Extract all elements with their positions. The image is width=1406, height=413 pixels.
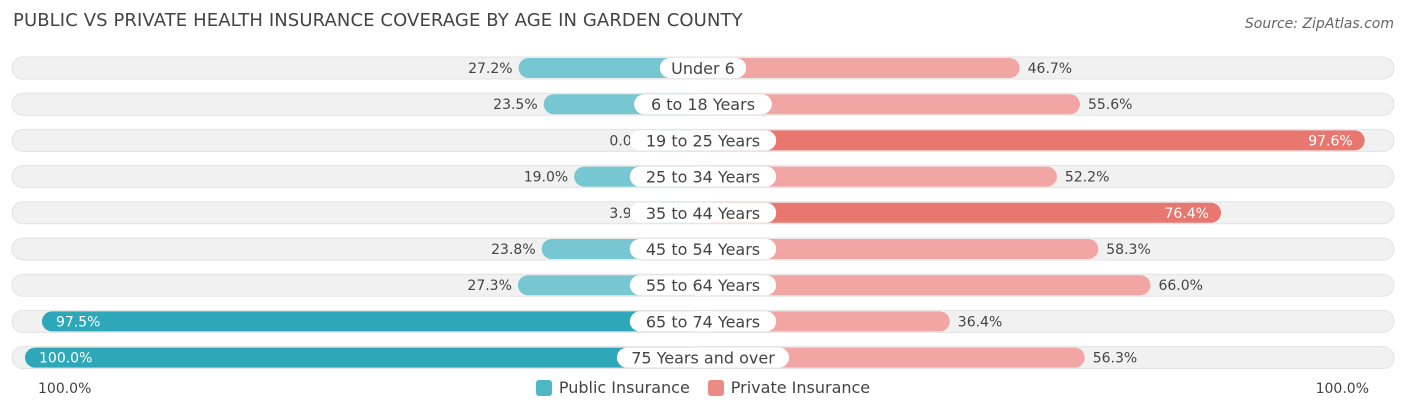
category-label-bg (629, 275, 777, 296)
category-label-bg (659, 58, 747, 78)
private-value-label: 58.3% (1106, 242, 1150, 258)
private-value-label: 56.3% (1093, 351, 1137, 367)
legend-item-public: Public Insurance (535, 378, 690, 397)
category-label-bg (629, 166, 777, 187)
public-value-label: 97.5% (56, 314, 100, 330)
private-value-label: 66.0% (1158, 278, 1202, 294)
legend: Public Insurance Private Insurance (0, 378, 1406, 397)
category-label: Under 6 (671, 59, 735, 78)
private-bar (703, 94, 1080, 115)
chart-title: PUBLIC VS PRIVATE HEALTH INSURANCE COVER… (13, 10, 743, 31)
private-value-label: 97.6% (1308, 133, 1352, 149)
private-value-label: 52.2% (1065, 170, 1109, 186)
category-label-bg (629, 130, 777, 151)
private-bar (703, 239, 1099, 259)
private-bar (703, 202, 1221, 223)
bar-chart: 27.2% 46.7% Under 6 23.5% 55.6% 6 to 18 Years… (11, 56, 1395, 370)
category-label-bg (629, 311, 777, 332)
category-label: 25 to 34 Years (646, 168, 760, 187)
category-label: 6 to 18 Years (651, 95, 755, 114)
category-label-bg (629, 202, 777, 223)
public-bar (25, 347, 703, 368)
private-bar (703, 130, 1365, 151)
public-value-label: 27.3% (467, 278, 511, 294)
private-bar (703, 166, 1057, 187)
private-value-label: 55.6% (1088, 97, 1132, 113)
category-label-bg (634, 94, 772, 115)
private-value-label: 76.4% (1165, 206, 1209, 222)
category-label-bg (616, 347, 790, 368)
category-label: 35 to 44 Years (646, 204, 760, 223)
category-label: 19 to 25 Years (646, 131, 760, 150)
category-label: 75 Years and over (631, 349, 775, 368)
public-value-label: 23.5% (493, 97, 537, 113)
legend-label-private: Private Insurance (730, 378, 871, 397)
private-bar (703, 347, 1085, 368)
legend-label-public: Public Insurance (558, 378, 690, 397)
public-bar (518, 58, 703, 78)
axis-right-label: 100.0% (1315, 381, 1369, 397)
public-value-label: 100.0% (39, 351, 92, 367)
private-bar (703, 275, 1151, 296)
source-label: Source: ZipAtlas.com (1244, 16, 1394, 32)
axis-left-label: 100.0% (38, 381, 92, 397)
public-value-label: 27.2% (468, 61, 512, 77)
private-value-label: 46.7% (1028, 61, 1072, 77)
public-value-label: 23.8% (491, 242, 535, 258)
legend-swatch-private (707, 379, 724, 396)
public-bar (41, 311, 703, 332)
private-bar (703, 58, 1020, 78)
category-label: 45 to 54 Years (646, 240, 760, 259)
legend-swatch-public (535, 379, 552, 396)
public-value-label: 19.0% (524, 170, 568, 186)
category-label-bg (629, 239, 777, 259)
category-label: 55 to 64 Years (646, 276, 760, 295)
legend-item-private: Private Insurance (707, 378, 871, 397)
private-value-label: 36.4% (958, 314, 1002, 330)
category-label: 65 to 74 Years (646, 312, 760, 331)
